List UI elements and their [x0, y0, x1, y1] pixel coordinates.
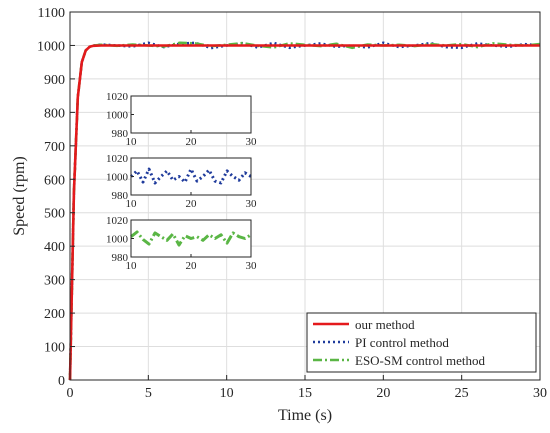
x-tick-label: 0 — [67, 386, 74, 401]
x-tick-label: 25 — [455, 386, 469, 401]
x-tick-label: 10 — [220, 386, 234, 401]
inset-x-tick-label: 30 — [246, 136, 258, 148]
inset-x-tick-label: 20 — [186, 136, 198, 148]
x-tick-label: 30 — [533, 386, 547, 401]
inset-x-tick-label: 10 — [126, 260, 138, 272]
y-axis-label: Speed (rpm) — [11, 156, 28, 236]
inset-series-line — [129, 167, 252, 185]
inset-y-tick-label: 1000 — [106, 110, 129, 122]
inset-y-tick-label: 1020 — [106, 153, 129, 165]
inset-background — [131, 158, 251, 195]
inset-x-tick-label: 30 — [246, 198, 258, 210]
inset-y-tick-label: 1000 — [106, 234, 129, 246]
y-tick-label: 100 — [44, 341, 65, 356]
legend: our method PI control method ESO-SM contro… — [306, 312, 537, 373]
x-tick-label: 15 — [298, 386, 312, 401]
inset-y-tick-label: 1020 — [106, 215, 129, 227]
y-tick-label: 600 — [44, 173, 65, 188]
y-tick-label: 1100 — [38, 6, 65, 21]
inset-y-tick-label: 980 — [112, 190, 129, 202]
y-tick-label: 0 — [58, 374, 65, 389]
main-series — [68, 41, 541, 381]
y-tick-label: 200 — [44, 307, 65, 322]
inset-x-tick-label: 20 — [186, 198, 198, 210]
y-tick-label: 500 — [44, 207, 65, 222]
y-tick-label: 900 — [44, 73, 65, 88]
y-tick-label: 800 — [44, 106, 65, 121]
inset-x-tick-label: 10 — [126, 198, 138, 210]
inset-x-tick-label: 30 — [246, 260, 258, 272]
inset-y-tick-label: 1000 — [106, 172, 129, 184]
inset-y-tick-label: 980 — [112, 128, 129, 140]
main-ticks: 0 5 10 15 20 25 300100200300400500600700800900… — [37, 6, 547, 401]
y-tick-label: 300 — [44, 274, 65, 289]
inset-y-tick-label: 1020 — [106, 91, 129, 103]
x-tick-label: 5 — [145, 386, 152, 401]
y-tick-label: 1000 — [37, 39, 65, 54]
y-tick-label: 700 — [44, 140, 65, 155]
inset-x-tick-label: 20 — [186, 260, 198, 272]
legend-label: PI control method — [355, 335, 449, 350]
inset-y-tick-label: 980 — [112, 252, 129, 264]
inset-series-line — [130, 230, 252, 247]
inset-background — [131, 96, 251, 133]
legend-label: ESO-SM control method — [355, 353, 485, 368]
x-axis-label: Time (s) — [278, 407, 332, 424]
legend-label: our method — [355, 317, 415, 332]
x-tick-label: 20 — [376, 386, 390, 401]
y-tick-label: 400 — [44, 240, 65, 255]
series-line — [68, 44, 540, 381]
inset-x-tick-label: 10 — [126, 136, 138, 148]
